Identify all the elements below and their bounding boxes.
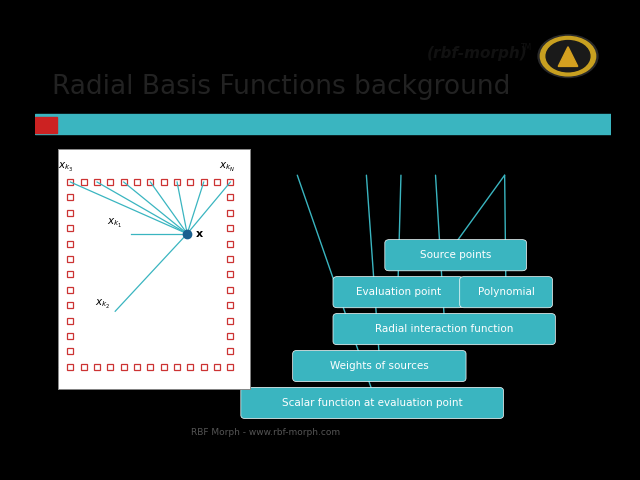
Bar	[35, 117, 57, 133]
FancyBboxPatch shape	[385, 240, 527, 271]
Text: Scalar function at evaluation point: Scalar function at evaluation point	[282, 398, 463, 408]
Text: $x_{k_N}$: $x_{k_N}$	[219, 161, 236, 174]
Text: TM: TM	[521, 44, 532, 52]
Text: $x_{k_1}$: $x_{k_1}$	[108, 216, 123, 229]
Text: Radial interaction function: Radial interaction function	[375, 324, 513, 334]
FancyBboxPatch shape	[333, 313, 556, 345]
FancyBboxPatch shape	[333, 276, 463, 308]
Text: Weights of sources: Weights of sources	[330, 361, 429, 371]
Bar	[35, 114, 611, 134]
FancyBboxPatch shape	[292, 350, 466, 382]
Circle shape	[540, 36, 596, 76]
Text: $s(\mathbf{x}) = \sum_{i=1}^{N} \gamma_i \cdot \varphi(\|\mathbf{x} - \mathbf{x}: $s(\mathbf{x}) = \sum_{i=1}^{N} \gamma_i…	[215, 137, 466, 189]
Text: Source points: Source points	[420, 250, 492, 260]
Text: $x_{k_2}$: $x_{k_2}$	[95, 298, 110, 311]
FancyBboxPatch shape	[241, 387, 504, 419]
Circle shape	[546, 41, 590, 72]
Circle shape	[538, 35, 598, 77]
Polygon shape	[558, 47, 578, 66]
FancyBboxPatch shape	[460, 276, 552, 308]
Text: Evaluation point: Evaluation point	[355, 287, 441, 297]
Text: RBF Morph - www.rbf-morph.com: RBF Morph - www.rbf-morph.com	[191, 428, 340, 437]
Text: Polynomial: Polynomial	[477, 287, 534, 297]
Text: (rbf-morph): (rbf-morph)	[427, 46, 527, 61]
Text: $x_{k_3}$: $x_{k_3}$	[58, 161, 74, 174]
Text: Radial Basis Functions background: Radial Basis Functions background	[52, 74, 511, 100]
Text: $\mathbf{x}$: $\mathbf{x}$	[195, 229, 204, 239]
